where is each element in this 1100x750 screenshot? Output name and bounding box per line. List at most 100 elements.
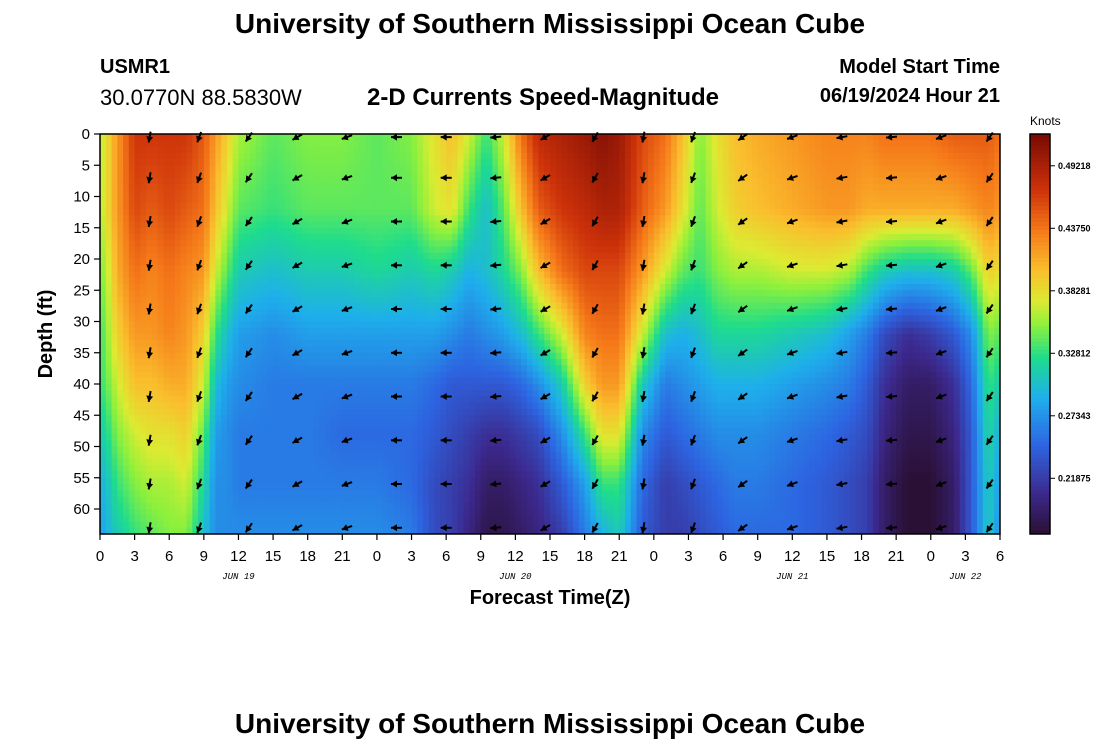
heatmap-cell	[382, 421, 389, 429]
heatmap-cell	[480, 346, 487, 354]
heatmap-cell	[111, 302, 118, 310]
heatmap-cell	[267, 221, 274, 229]
heatmap-cell	[457, 402, 464, 410]
heatmap-cell	[348, 384, 355, 391]
heatmap-cell	[526, 515, 534, 522]
heatmap-cell	[284, 490, 291, 497]
heatmap-cell	[515, 396, 522, 404]
station-id: USMR1	[100, 56, 171, 78]
heatmap-cell	[175, 315, 182, 322]
heatmap-cell	[244, 152, 251, 160]
heatmap-cell	[515, 440, 522, 447]
heatmap-cell	[255, 196, 262, 204]
heatmap-cell	[140, 277, 147, 285]
heatmap-cell	[400, 265, 407, 272]
heatmap-cell	[163, 171, 170, 179]
heatmap-cell	[198, 227, 205, 235]
heatmap-cell	[469, 146, 476, 154]
heatmap-cell	[353, 421, 361, 429]
heatmap-cell	[526, 296, 534, 304]
heatmap-cell	[192, 184, 199, 191]
heatmap-cell	[134, 140, 141, 147]
heatmap-cell	[492, 527, 499, 535]
heatmap-cell	[273, 415, 280, 422]
heatmap-cell	[544, 465, 551, 472]
heatmap-cell	[169, 321, 176, 329]
heatmap-cell	[486, 296, 493, 304]
heatmap-cell	[307, 377, 314, 385]
heatmap-cell	[140, 259, 147, 266]
heatmap-cell	[509, 446, 516, 454]
heatmap-cell	[388, 284, 395, 291]
heatmap-cell	[382, 377, 389, 385]
heatmap-cell	[186, 171, 193, 179]
heatmap-cell	[301, 402, 309, 410]
heatmap-cell	[273, 521, 280, 529]
heatmap-cell	[117, 377, 124, 385]
heatmap-cell	[411, 159, 418, 166]
heatmap-cell	[532, 140, 539, 147]
heatmap-cell	[319, 384, 326, 391]
heatmap-cell	[301, 427, 309, 435]
heatmap-cell	[532, 421, 539, 429]
heatmap-cell	[175, 521, 182, 529]
heatmap-cell	[503, 502, 511, 510]
heatmap-cell	[457, 327, 464, 335]
heatmap-cell	[342, 415, 349, 422]
heatmap-cell	[203, 496, 211, 504]
heatmap-cell	[434, 152, 441, 160]
heatmap-cell	[123, 365, 130, 372]
heatmap-cell	[405, 177, 412, 185]
heatmap-cell	[313, 402, 320, 410]
heatmap-cell	[434, 202, 441, 210]
heatmap-cell	[175, 359, 182, 366]
heatmap-cell	[192, 284, 199, 291]
heatmap-cell	[186, 384, 193, 391]
heatmap-cell	[348, 402, 355, 410]
heatmap-cell	[100, 315, 107, 322]
heatmap-cell	[423, 271, 430, 279]
heatmap-cell	[157, 302, 164, 310]
heatmap-cell	[105, 465, 112, 472]
heatmap-cell	[440, 321, 447, 329]
heatmap-cell	[325, 309, 332, 316]
heatmap-cell	[221, 246, 228, 254]
heatmap-cell	[486, 221, 493, 229]
heatmap-cell	[319, 490, 326, 497]
heatmap-cell	[411, 252, 418, 260]
heatmap-cell	[532, 471, 539, 479]
heatmap-cell	[232, 159, 239, 166]
heatmap-cell	[371, 315, 378, 322]
heatmap-cell	[348, 184, 355, 191]
heatmap-cell	[284, 134, 291, 141]
heatmap-cell	[376, 440, 384, 447]
heatmap-cell	[376, 159, 384, 166]
heatmap-cell	[544, 215, 551, 222]
heatmap-cell	[221, 446, 228, 454]
heatmap-cell	[169, 134, 176, 141]
heatmap-cell	[544, 471, 551, 479]
heatmap-cell	[544, 415, 551, 422]
heatmap-cell	[434, 515, 441, 522]
heatmap-cell	[330, 134, 337, 141]
heatmap-cell	[244, 340, 251, 347]
heatmap-cell	[123, 459, 130, 466]
heatmap-cell	[169, 152, 176, 160]
heatmap-cell	[278, 371, 286, 379]
heatmap-cell	[434, 159, 441, 166]
heatmap-cell	[475, 409, 482, 416]
heatmap-cell	[521, 415, 528, 422]
heatmap-cell	[325, 434, 332, 441]
heatmap-cell	[423, 221, 430, 229]
heatmap-cell	[475, 415, 482, 422]
heatmap-cell	[100, 140, 107, 147]
heatmap-cell	[486, 259, 493, 266]
heatmap-cell	[100, 184, 107, 191]
heatmap-cell	[267, 252, 274, 260]
heatmap-cell	[463, 502, 470, 510]
heatmap-cell	[198, 290, 205, 297]
heatmap-cell	[336, 152, 343, 160]
heatmap-cell	[203, 452, 211, 460]
heatmap-cell	[446, 177, 453, 185]
heatmap-cell	[261, 209, 268, 216]
